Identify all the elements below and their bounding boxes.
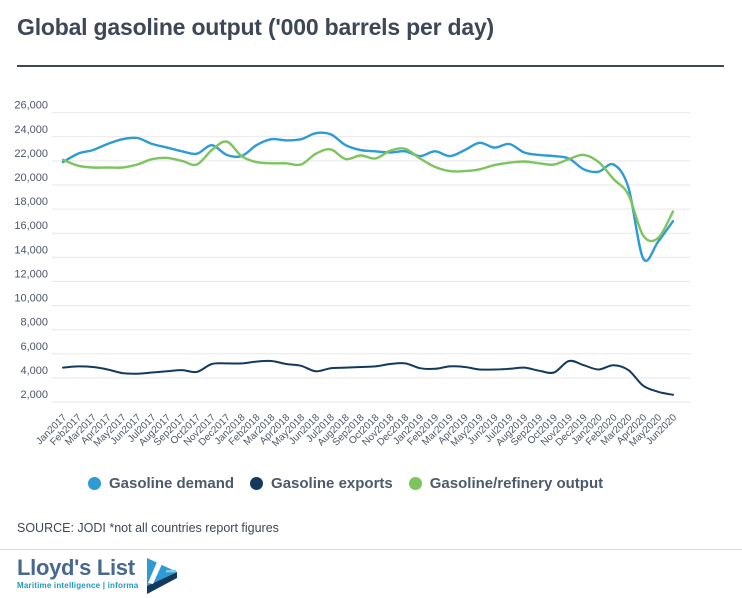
- y-tick-label: 8,000: [20, 317, 48, 329]
- y-tick-label: 2,000: [20, 389, 48, 401]
- y-tick-label: 16,000: [14, 220, 48, 232]
- legend-label-refinery-output: Gasoline/refinery output: [429, 475, 604, 492]
- y-tick-label: 22,000: [14, 148, 48, 160]
- y-tick-label: 26,000: [14, 100, 48, 112]
- series-line-gasoline-demand: [61, 131, 675, 262]
- lloyds-list-logo: Lloyd's List Maritime intelligence | inf…: [17, 556, 180, 595]
- legend-item-gasoline-demand: Gasoline demand: [88, 475, 234, 492]
- y-tick-label: 6,000: [20, 341, 48, 353]
- y-tick-label: 12,000: [14, 268, 48, 280]
- chart-legend: Gasoline demand Gasoline exports Gasolin…: [88, 475, 603, 492]
- legend-item-gasoline-exports: Gasoline exports: [250, 475, 393, 492]
- y-tick-label: 20,000: [14, 172, 48, 184]
- y-tick-label: 4,000: [20, 365, 48, 377]
- y-tick-label: 24,000: [14, 124, 48, 136]
- legend-dot-refinery-output: [408, 477, 422, 490]
- legend-item-refinery-output: Gasoline/refinery output: [408, 475, 604, 492]
- y-tick-label: 10,000: [14, 293, 48, 305]
- legend-label-gasoline-demand: Gasoline demand: [109, 475, 235, 492]
- gasoline-output-chart: 2,000 4,000 6,000 8,000 10,000 12,000 14,000 16…: [14, 100, 690, 449]
- series-line-gasoline-exports: [62, 359, 674, 396]
- legend-dot-gasoline-exports: [250, 477, 264, 490]
- chart-title: Global gasoline output ('000 barrels per…: [17, 14, 495, 40]
- y-tick-label: 14,000: [14, 244, 48, 256]
- series-line-gasoline-refinery-output: [61, 140, 675, 243]
- source-note: SOURCE: JODI *not all countries report f…: [17, 521, 279, 535]
- legend-label-gasoline-exports: Gasoline exports: [271, 475, 393, 492]
- logo-tagline: Maritime intelligence | informa: [17, 581, 139, 590]
- legend-dot-gasoline-demand: [88, 477, 101, 490]
- lloyds-list-logo-mark: [147, 558, 178, 594]
- footer-divider: [0, 549, 742, 550]
- logo-name: Lloyd's List: [17, 555, 135, 580]
- logo-text: Lloyd's List Maritime intelligence | inf…: [17, 555, 139, 591]
- title-rule: [17, 65, 724, 67]
- y-tick-label: 18,000: [14, 196, 48, 208]
